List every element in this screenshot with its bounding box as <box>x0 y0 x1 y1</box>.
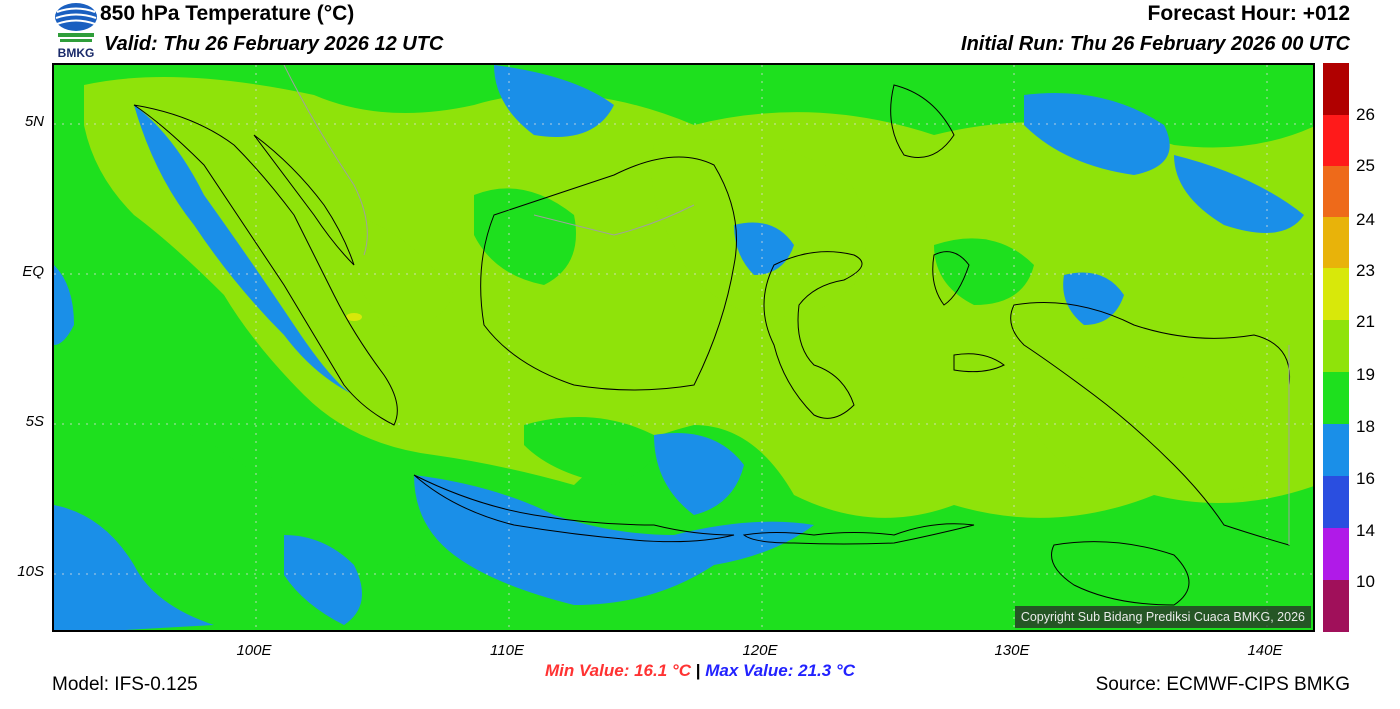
colorbar-segment <box>1323 217 1349 268</box>
model-label: Model: IFS-0.125 <box>52 674 198 695</box>
max-value: Max Value: 21.3 °C <box>705 661 856 680</box>
lon-label-120e: 120E <box>742 642 778 659</box>
colorbar-label: 14 <box>1356 521 1375 540</box>
colorbar-label: 21 <box>1356 312 1375 331</box>
lat-label-5s: 5S <box>25 413 44 430</box>
colorbar-segment <box>1323 115 1349 166</box>
lon-label-100e: 100E <box>236 642 272 659</box>
lon-label-140e: 140E <box>1247 642 1283 659</box>
source-label: Source: ECMWF-CIPS BMKG <box>1095 674 1350 695</box>
colorbar-segment <box>1323 63 1349 115</box>
temperature-map: Copyright Sub Bidang Prediksi Cuaca BMKG… <box>52 63 1315 632</box>
colorbar <box>1323 63 1349 632</box>
colorbar-label: 18 <box>1356 417 1375 436</box>
svg-text:BMKG: BMKG <box>58 46 95 59</box>
colorbar-label: 23 <box>1356 261 1375 280</box>
colorbar-segment <box>1323 528 1349 580</box>
min-max-separator: | <box>695 661 701 680</box>
colorbar-label: 10 <box>1356 572 1375 591</box>
lon-label-110e: 110E <box>490 642 524 659</box>
colorbar-label: 26 <box>1356 105 1375 124</box>
initial-run: Initial Run: Thu 26 February 2026 00 UTC <box>961 33 1350 55</box>
colorbar-segment <box>1323 372 1349 424</box>
forecast-hour: Forecast Hour: +012 <box>1147 2 1351 25</box>
copyright-notice: Copyright Sub Bidang Prediksi Cuaca BMKG… <box>1014 606 1311 628</box>
lat-label-10s: 10S <box>17 563 44 580</box>
lat-label-eq: EQ <box>22 263 44 280</box>
colorbar-label: 25 <box>1356 156 1375 175</box>
min-value: Min Value: 16.1 °C <box>544 661 691 680</box>
bmkg-logo: BMKG <box>52 1 100 60</box>
lat-label-5n: 5N <box>24 113 44 130</box>
colorbar-segment <box>1323 424 1349 476</box>
colorbar-segment <box>1323 320 1349 372</box>
chart-title: 850 hPa Temperature (°C) <box>100 2 355 25</box>
lon-label-130e: 130E <box>994 642 1030 659</box>
colorbar-segment <box>1323 166 1349 217</box>
min-max-values: Min Value: 16.1 °C | Max Value: 21.3 °C <box>0 661 1400 681</box>
colorbar-segment <box>1323 580 1349 632</box>
colorbar-label: 16 <box>1356 469 1375 488</box>
colorbar-label: 24 <box>1356 210 1375 229</box>
colorbar-segment <box>1323 476 1349 528</box>
colorbar-label: 19 <box>1356 365 1375 384</box>
colorbar-segment <box>1323 268 1349 320</box>
valid-time: Valid: Thu 26 February 2026 12 UTC <box>104 33 444 55</box>
temperature-field <box>54 65 1313 630</box>
